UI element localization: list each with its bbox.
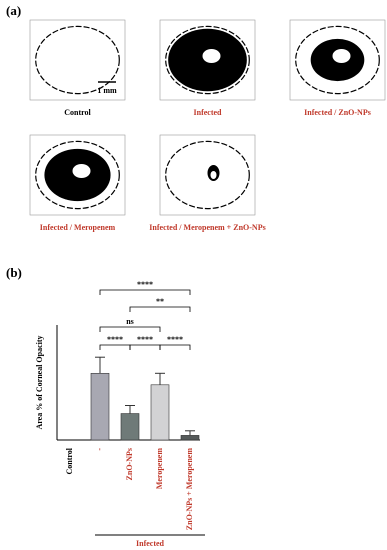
image-caption: Infected [194,108,223,117]
significance-label: ** [156,297,164,306]
eye-image [29,19,126,101]
significance-bracket [99,326,161,332]
pupil [332,49,351,63]
significance-bracket [99,344,131,350]
group-label: Infected [136,539,165,548]
significance-label: **** [107,335,123,344]
image-caption: Infected / ZnO-NPs [304,108,371,117]
bar [180,435,200,441]
image-caption: Control [64,108,91,117]
cornea-outline [165,140,250,210]
significance-label: **** [167,335,183,344]
error-bar [155,372,165,385]
x-tick-label: Meropenem [155,448,164,490]
y-axis-label: Area % of Corneal Opacity [35,335,44,429]
image-caption: Infected / Meropenem [40,223,116,232]
error-bar [125,405,135,414]
error-bar [95,356,105,374]
spot-hole [210,171,217,179]
significance-label: **** [137,335,153,344]
x-tick-label: ZnO-NPs + Meropenem [185,448,194,531]
eye-image [29,134,126,216]
significance-bracket [99,289,191,295]
significance-label: ns [126,317,134,326]
pupil [202,49,221,63]
x-tick-label: ZnO-NPs [125,448,134,480]
panel-label: (b) [6,265,22,280]
eye-image [159,19,256,101]
significance-bracket [129,344,161,350]
image-caption: Infected / Meropenem + ZnO-NPs [149,223,265,232]
significance-label: **** [137,280,153,289]
panel-label: (a) [6,3,21,18]
cornea-outline [35,25,120,95]
scale-bar-label: 1 mm [97,86,117,95]
x-tick-label: - [95,448,104,451]
bar [120,413,140,441]
eye-image [289,19,386,101]
error-bar [185,430,195,436]
bar [90,372,110,441]
significance-bracket [129,306,191,312]
eye-image [159,134,256,216]
pupil [72,164,91,178]
significance-bracket [159,344,191,350]
bar [150,384,170,441]
x-tick-label: Control [65,447,74,474]
